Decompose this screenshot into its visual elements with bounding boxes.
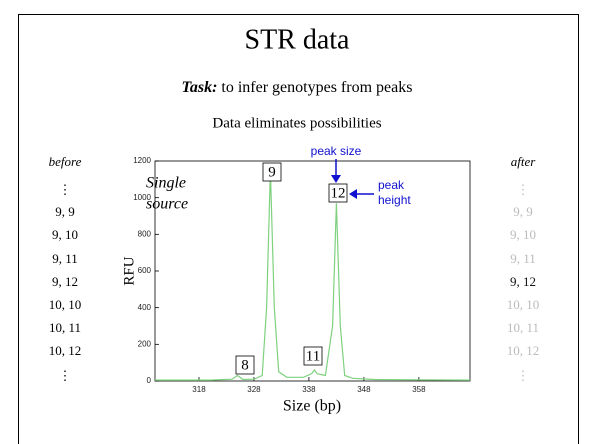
y-tick-label: 800 (138, 229, 152, 238)
arrow-head (349, 189, 357, 199)
before-item: 10, 10 (49, 297, 82, 312)
before-item: 9, 9 (55, 204, 75, 219)
before-item: 10, 11 (49, 320, 81, 335)
before-item: ⋮ (59, 182, 72, 197)
before-item: 9, 12 (52, 274, 78, 289)
x-tick-label: 328 (247, 385, 261, 394)
peak-label: 9 (268, 164, 276, 180)
annotation: peak size (311, 144, 362, 158)
task-label: Task: (182, 79, 218, 96)
x-tick-label: 348 (357, 385, 371, 394)
peak-label-box (303, 346, 323, 366)
peak-label: 8 (241, 357, 249, 373)
peak-label-box (262, 162, 282, 182)
before-item: 9, 10 (52, 227, 78, 242)
annotation: peak (378, 178, 405, 192)
y-tick-label: 200 (138, 339, 152, 348)
after-item: ⋮ (517, 182, 530, 197)
y-axis-label: RFU (121, 256, 137, 285)
after-item: 10, 12 (507, 343, 540, 358)
slide-title: STR data (245, 24, 351, 55)
peak-label: 12 (331, 185, 346, 201)
after-item: 9, 12 (510, 274, 536, 289)
inset-text: source (146, 196, 188, 213)
x-tick-label: 318 (192, 385, 206, 394)
task-line: Task: to infer genotypes from peaks (182, 79, 413, 96)
before-item: 9, 11 (52, 251, 78, 266)
y-tick-label: 1200 (133, 156, 151, 165)
after-item: 9, 9 (513, 204, 533, 219)
peak-label: 11 (306, 348, 320, 364)
subtitle: Data eliminates possibilities (212, 115, 381, 131)
x-axis-label: Size (bp) (283, 398, 341, 415)
y-tick-label: 0 (147, 376, 152, 385)
before-item: ⋮ (59, 368, 72, 383)
after-item: 10, 10 (507, 297, 540, 312)
after-item: ⋮ (517, 368, 530, 383)
x-tick-label: 358 (412, 385, 426, 394)
peak-label-box (235, 355, 255, 375)
before-item: 10, 12 (49, 343, 82, 358)
annotation: height (378, 193, 411, 207)
trace-line (155, 170, 471, 381)
y-tick-label: 1000 (133, 193, 151, 202)
y-tick-label: 400 (138, 303, 152, 312)
after-item: 10, 11 (507, 320, 539, 335)
after-item: 9, 10 (510, 227, 536, 242)
y-tick-label: 600 (138, 266, 152, 275)
before-label: before (49, 154, 82, 169)
x-tick-label: 338 (302, 385, 316, 394)
slide-border (18, 14, 579, 444)
task-text: to infer genotypes from peaks (217, 79, 412, 96)
peak-label-box (328, 183, 348, 203)
after-label: after (511, 154, 536, 169)
inset-text: Single (146, 175, 186, 192)
arrow-head (331, 175, 341, 183)
after-item: 9, 11 (510, 251, 536, 266)
